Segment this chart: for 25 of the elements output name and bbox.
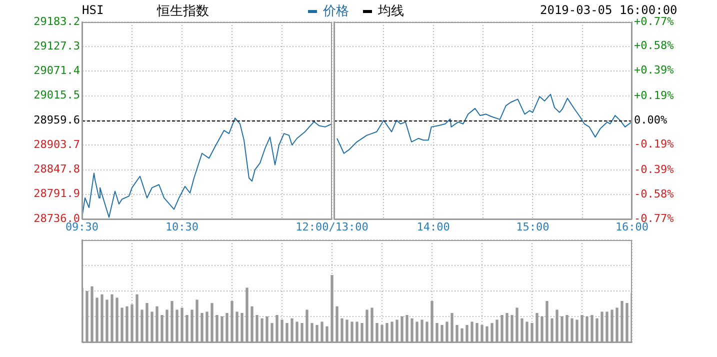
text: -0.19% xyxy=(634,138,674,151)
y-tick-label: 29127.3 xyxy=(34,39,80,52)
text: +0.19% xyxy=(634,89,674,102)
y-tick-label: 28847.8 xyxy=(34,162,80,176)
y-tick-label: 28959.6 xyxy=(34,113,80,126)
y-tick-label: 29183.2 xyxy=(34,14,80,28)
text: +0.58% xyxy=(634,39,674,52)
y-tick-label: 29071.4 xyxy=(34,64,80,78)
text: +0.77% xyxy=(634,14,674,28)
legend-label: 价格 xyxy=(323,3,349,20)
text: 2019-03-05 16:00:00 xyxy=(540,3,678,17)
y-tick-label: 28791.9 xyxy=(34,187,80,200)
chart-subtitle: HSI xyxy=(82,3,104,17)
text: +0.39% xyxy=(634,63,674,76)
legend-label: 均线 xyxy=(378,3,404,20)
chart-title: 恒生指数 xyxy=(157,3,209,20)
x-tick-label: 15:00 xyxy=(516,220,550,234)
text: -0.39% xyxy=(634,163,674,176)
x-tick-label: 12:00/13:00 xyxy=(296,220,368,234)
text: -0.58% xyxy=(634,188,674,201)
text: 0.00% xyxy=(634,113,668,126)
y-tick-label: 29015.5 xyxy=(34,88,80,102)
y-tick-label: 28903.7 xyxy=(34,138,80,151)
x-tick-label: 14:00 xyxy=(416,220,450,234)
x-tick-label: 10:30 xyxy=(165,220,199,234)
